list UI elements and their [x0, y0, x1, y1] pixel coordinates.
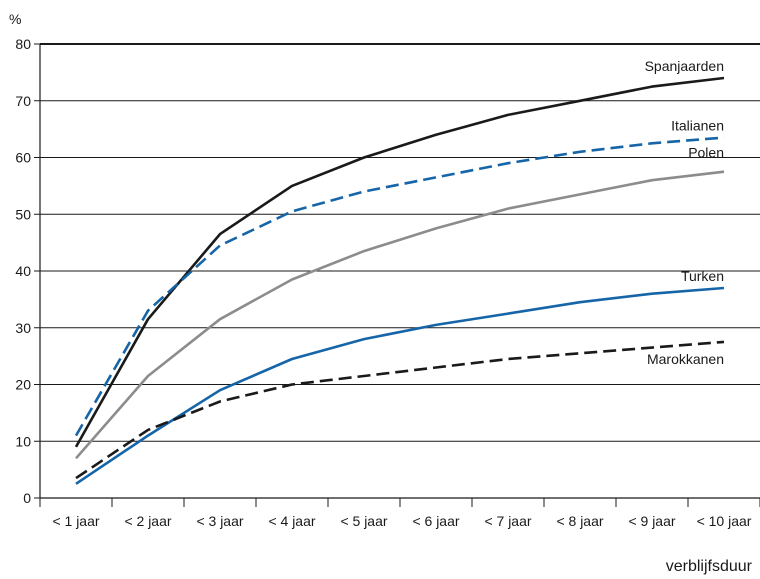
- y-tick-label: 0: [23, 490, 31, 506]
- y-tick-label: 70: [15, 93, 31, 109]
- series-label-marokkanen: Marokkanen: [647, 351, 724, 367]
- x-tick-label: < 3 jaar: [196, 513, 243, 529]
- x-tick-label: < 5 jaar: [340, 513, 387, 529]
- series-line-spanjaarden: [74, 76, 725, 448]
- x-axis-ticks: < 1 jaar < 2 jaar < 3 jaar < 4 jaar < 5 jaar…: [39, 498, 760, 529]
- series-line-polen: [75, 170, 725, 460]
- series-label-turken: Turken: [681, 268, 724, 284]
- series-label-polen: Polen: [688, 145, 724, 161]
- series-line-turken: [75, 286, 725, 485]
- y-tick-label: 40: [15, 263, 31, 279]
- x-tick-label: < 6 jaar: [412, 513, 459, 529]
- x-tick-label: < 4 jaar: [268, 513, 315, 529]
- y-tick-label: 80: [15, 36, 31, 52]
- y-tick-label: 30: [15, 320, 31, 336]
- series-line-marokkanen: [75, 340, 725, 480]
- series-label-spanjaarden: Spanjaarden: [645, 58, 724, 74]
- y-tick-label: 50: [15, 206, 31, 222]
- x-tick-label: < 1 jaar: [52, 513, 99, 529]
- y-tick-label: 60: [15, 150, 31, 166]
- x-tick-label: < 8 jaar: [556, 513, 603, 529]
- gridlines: [39, 43, 760, 499]
- series-lines: [74, 76, 725, 485]
- x-tick-label: < 7 jaar: [484, 513, 531, 529]
- x-tick-label: < 10 jaar: [697, 513, 752, 529]
- x-axis-label: verblijfsduur: [666, 558, 753, 575]
- x-tick-label: < 2 jaar: [124, 513, 171, 529]
- x-tick-label: < 9 jaar: [628, 513, 675, 529]
- y-axis-label: %: [9, 11, 21, 27]
- y-axis-ticks: 0 10 20 30 40 50 60 70 80: [15, 36, 40, 506]
- y-tick-label: 20: [15, 377, 31, 393]
- series-label-italianen: Italianen: [671, 118, 724, 134]
- series-line-italianen: [74, 136, 725, 437]
- series-labels: Spanjaarden Italianen Polen Turken Marokkane…: [645, 58, 724, 367]
- y-tick-label: 10: [15, 433, 31, 449]
